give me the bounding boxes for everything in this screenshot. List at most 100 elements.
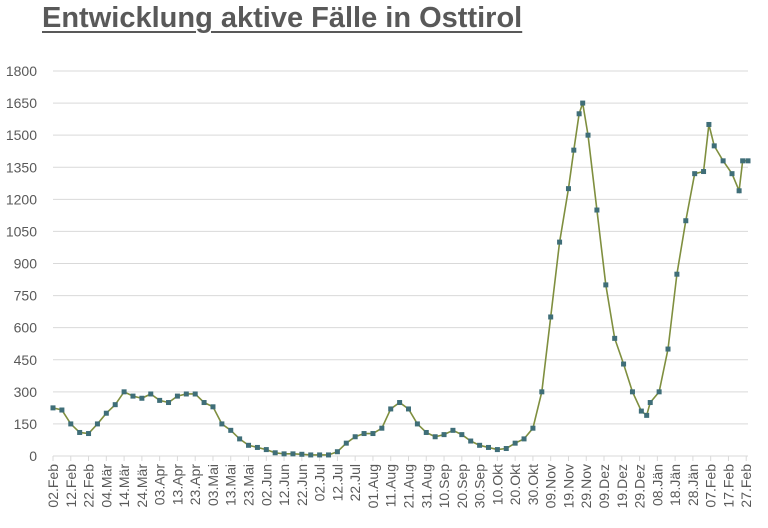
data-point: [512, 440, 518, 446]
x-tick-label: 28.Jän: [685, 464, 701, 506]
data-point: [468, 438, 474, 444]
data-point: [50, 405, 56, 411]
x-tick-label: 09.Nov: [543, 464, 559, 508]
data-point: [459, 432, 465, 438]
data-point: [121, 389, 127, 395]
data-point: [308, 452, 314, 458]
x-tick-label: 21.Aug: [400, 464, 416, 508]
x-tick-label: 02.Feb: [45, 464, 61, 508]
x-tick-label: 01.Aug: [365, 464, 381, 508]
data-point: [683, 218, 689, 224]
data-point: [423, 429, 429, 435]
x-tick-label: 31.Aug: [418, 464, 434, 508]
data-point: [565, 186, 571, 192]
data-point: [86, 431, 92, 437]
x-tick-label: 19.Dez: [614, 464, 630, 508]
data-point: [621, 361, 627, 367]
data-point: [603, 282, 609, 288]
data-point: [441, 432, 447, 438]
data-point: [379, 425, 385, 431]
data-point: [647, 400, 653, 406]
data-point: [290, 451, 296, 457]
data-point: [729, 171, 735, 177]
data-point: [612, 335, 618, 341]
data-point: [219, 421, 225, 427]
y-tick-label: 1200: [6, 191, 37, 207]
x-tick-label: 30.Okt: [525, 464, 541, 505]
x-tick-label: 23.Mai: [241, 464, 257, 506]
x-tick-label: 08.Jän: [649, 464, 665, 506]
data-point: [740, 158, 746, 164]
data-point: [299, 451, 305, 457]
data-point: [692, 171, 698, 177]
x-tick-label: 29.Dez: [632, 464, 648, 508]
data-point: [210, 404, 216, 410]
y-tick-label: 1650: [6, 95, 37, 111]
data-point: [334, 449, 340, 455]
data-point: [237, 436, 243, 442]
x-tick-label: 07.Feb: [703, 464, 719, 508]
y-tick-label: 1350: [6, 159, 37, 175]
x-tick-label: 14.Mär: [116, 464, 132, 508]
data-point: [539, 389, 545, 395]
x-tick-label: 27.Feb: [738, 464, 754, 508]
data-point: [585, 132, 591, 138]
data-point: [720, 158, 726, 164]
y-tick-label: 150: [14, 416, 38, 432]
data-point: [629, 389, 635, 395]
y-tick-label: 300: [14, 384, 38, 400]
x-tick-label: 19.Nov: [560, 464, 576, 508]
x-tick-label: 30.Sep: [472, 464, 488, 509]
y-tick-label: 0: [29, 448, 37, 464]
data-point: [361, 431, 367, 437]
x-tick-label: 23.Apr: [187, 464, 203, 506]
data-point: [711, 143, 717, 149]
x-tick-label: 11.Aug: [383, 464, 399, 507]
data-point: [77, 429, 83, 435]
data-point: [112, 402, 118, 408]
x-tick-label: 03.Mai: [205, 464, 221, 506]
data-point: [414, 421, 420, 427]
data-point: [706, 121, 712, 127]
data-point: [494, 447, 500, 453]
data-point: [139, 395, 145, 401]
x-tick-label: 04.Mär: [98, 464, 114, 508]
x-tick-label: 12.Feb: [63, 464, 79, 508]
data-point: [183, 391, 189, 397]
data-point: [370, 431, 376, 437]
data-point: [557, 239, 563, 245]
x-tick-label: 02.Jun: [258, 464, 274, 506]
data-point: [246, 442, 252, 448]
data-point: [228, 427, 234, 433]
x-tick-label: 13.Apr: [169, 464, 185, 506]
y-tick-label: 1500: [6, 127, 37, 143]
y-tick-label: 1050: [6, 223, 37, 239]
data-point: [201, 400, 207, 406]
data-point: [263, 447, 269, 453]
data-point: [352, 434, 358, 440]
x-tick-label: 22.Feb: [81, 464, 97, 508]
x-tick-label: 20.Okt: [507, 464, 523, 505]
data-point: [450, 427, 456, 433]
data-point: [432, 434, 438, 440]
y-tick-label: 1800: [6, 63, 37, 79]
x-tick-label: 02.Jul: [312, 464, 328, 501]
data-point: [103, 410, 109, 416]
data-point: [192, 391, 198, 397]
data-point: [638, 408, 644, 414]
data-point: [594, 207, 600, 213]
x-tick-label: 03.Apr: [152, 464, 168, 506]
data-point: [674, 271, 680, 277]
x-tick-label: 20.Sep: [454, 464, 470, 509]
data-point: [580, 100, 586, 106]
data-point: [94, 421, 100, 427]
chart-title: Entwicklung aktive Fälle in Osttirol: [42, 2, 523, 34]
data-point: [530, 425, 536, 431]
data-point: [571, 147, 577, 153]
data-point: [388, 406, 394, 412]
data-point: [477, 442, 483, 448]
y-tick-label: 600: [14, 320, 38, 336]
data-point: [503, 446, 509, 452]
data-point: [166, 400, 172, 406]
